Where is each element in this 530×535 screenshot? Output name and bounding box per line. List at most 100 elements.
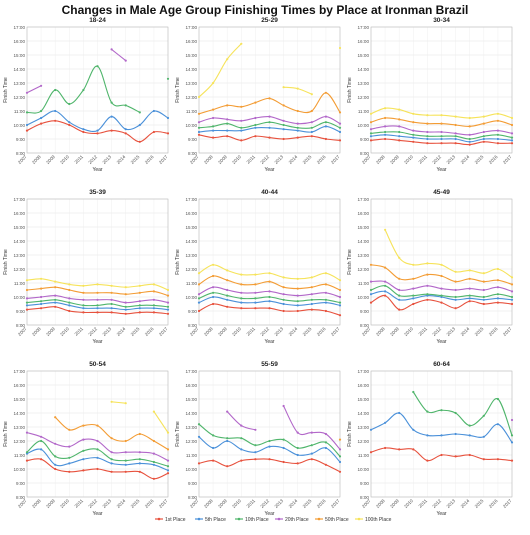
data-point (138, 284, 141, 287)
data-point (496, 458, 499, 461)
data-point (54, 119, 57, 122)
data-point (398, 135, 401, 138)
data-point (282, 119, 285, 122)
data-point (369, 121, 373, 124)
panel-title: 30-34 (433, 17, 450, 24)
data-point (426, 459, 429, 462)
data-point (212, 291, 215, 294)
data-point (226, 269, 229, 272)
data-point (166, 465, 170, 468)
data-point (310, 109, 313, 113)
legend-item: 50th Place (315, 517, 349, 523)
y-tick-label: 10:00 (186, 295, 198, 300)
y-tick-label: 11:00 (186, 109, 198, 114)
y-tick-label: 12:00 (186, 95, 198, 100)
data-point (212, 263, 215, 266)
data-point (510, 298, 514, 301)
data-point (324, 121, 327, 124)
x-tick-label: 2015 (302, 498, 313, 509)
data-point (25, 91, 29, 94)
data-point (152, 290, 155, 293)
data-point (482, 130, 485, 134)
series-5th Place (197, 125, 342, 134)
data-point (96, 283, 99, 286)
y-tick-label: 11:00 (358, 281, 370, 286)
series-5th Place (369, 133, 514, 143)
series-20th Place (197, 115, 342, 125)
data-point (412, 302, 415, 306)
data-point (152, 460, 155, 464)
data-point (324, 463, 327, 466)
y-tick-label: 12:00 (358, 439, 370, 444)
data-point (240, 273, 243, 276)
data-point (482, 288, 485, 292)
series-50th Place (54, 416, 170, 451)
data-point (482, 272, 485, 275)
data-point (482, 458, 485, 461)
data-point (510, 139, 514, 142)
data-point (454, 123, 457, 127)
data-point (338, 122, 342, 125)
y-tick-label: 9:00 (360, 137, 369, 142)
data-point (40, 116, 43, 120)
y-tick-label: 14:00 (14, 239, 26, 244)
x-tick-label: 2017 (158, 326, 169, 337)
data-point (166, 301, 170, 304)
x-tick-label: 2016 (488, 154, 499, 165)
data-point (454, 115, 457, 118)
data-point (68, 121, 71, 124)
data-point (82, 130, 85, 134)
y-tick-label: 14:00 (358, 67, 370, 72)
series-10th Place (197, 121, 342, 129)
data-point (440, 142, 443, 145)
series-20th Place (197, 286, 342, 299)
plot-frame (26, 370, 169, 498)
data-point (282, 276, 285, 279)
x-tick-label: 2010 (59, 498, 70, 509)
y-tick-label: 9:00 (16, 309, 25, 314)
data-point (25, 279, 29, 282)
data-point (166, 116, 170, 120)
data-point (324, 125, 327, 128)
data-point (240, 424, 243, 427)
data-point (398, 298, 401, 301)
data-point (338, 46, 342, 50)
x-tick-label: 2012 (87, 498, 98, 509)
data-point (296, 287, 299, 290)
x-tick-label: 2012 (259, 154, 270, 165)
data-point (226, 410, 229, 413)
series-100th Place (197, 42, 342, 99)
x-tick-label: 2007 (361, 498, 372, 509)
y-tick-label: 13:00 (358, 81, 370, 86)
y-axis-label: Finish Time (3, 421, 9, 447)
x-tick-label: 2013 (274, 498, 285, 509)
x-tick-label: 2013 (102, 154, 113, 165)
data-point (254, 101, 257, 104)
x-tick-label: 2017 (330, 154, 341, 165)
data-point (212, 129, 215, 132)
data-point (226, 135, 229, 138)
series-100th Place (25, 277, 170, 292)
x-tick-label: 2012 (431, 154, 442, 165)
data-point (110, 302, 113, 306)
data-point (384, 137, 387, 141)
data-point (440, 301, 443, 304)
legend-label: 50th Place (325, 517, 349, 523)
data-point (338, 139, 342, 142)
data-point (454, 455, 457, 458)
data-point (296, 431, 299, 434)
x-tick-label: 2010 (59, 326, 70, 337)
data-point (40, 109, 43, 113)
data-point (152, 463, 155, 466)
data-point (510, 290, 514, 293)
panel-30-34: 8:00 9:00 10:00 11:00 12:00 13:00 14:00 15:00 16… (347, 17, 514, 173)
series-1st Place (25, 119, 170, 143)
data-point (384, 290, 387, 293)
data-point (152, 283, 155, 286)
data-point (166, 294, 170, 297)
data-point (40, 435, 43, 438)
data-point (124, 312, 127, 315)
data-point (110, 284, 113, 287)
data-point (212, 286, 215, 289)
data-point (369, 139, 373, 142)
